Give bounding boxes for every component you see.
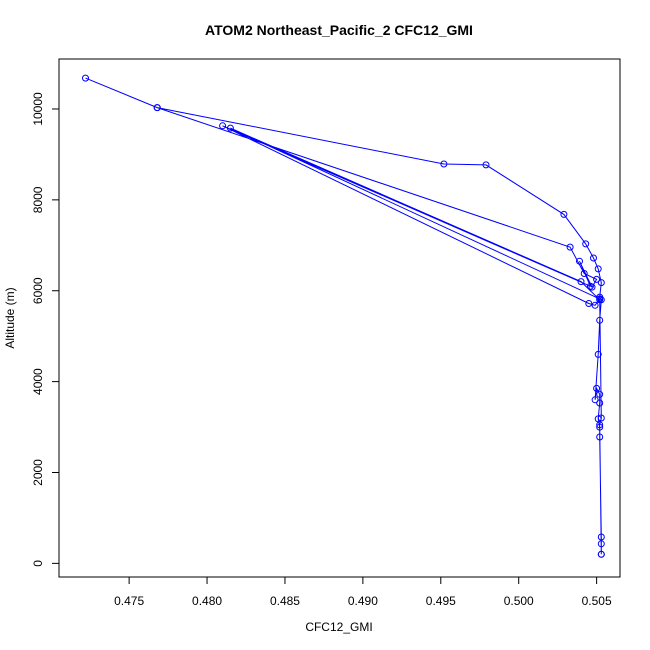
plot-frame bbox=[58, 58, 621, 578]
data-point bbox=[582, 240, 590, 248]
data-point bbox=[580, 270, 588, 277]
x-tick-label: 0.480 bbox=[192, 594, 222, 608]
data-point bbox=[596, 390, 604, 398]
data-point bbox=[586, 282, 594, 290]
data-point bbox=[226, 124, 234, 132]
y-axis-label: Altitude (m) bbox=[3, 287, 17, 348]
y-tick-label: 2000 bbox=[31, 459, 45, 486]
y-tick-label: 10000 bbox=[31, 92, 45, 126]
x-tick-label: 0.500 bbox=[504, 594, 534, 608]
x-tick-label: 0.490 bbox=[348, 594, 378, 608]
data-point bbox=[577, 278, 585, 286]
data-point bbox=[596, 433, 604, 441]
y-tick-label: 4000 bbox=[31, 368, 45, 395]
y-tick-label: 8000 bbox=[31, 186, 45, 213]
x-tick-label: 0.475 bbox=[114, 594, 144, 608]
data-point bbox=[590, 254, 597, 262]
data-point bbox=[596, 423, 604, 431]
series-line bbox=[85, 77, 602, 555]
data-point bbox=[597, 414, 605, 422]
x-axis: 0.475 0.480 0.485 0.490 0.495 0.500 0.505 bbox=[114, 576, 612, 608]
x-tick-label: 0.495 bbox=[426, 594, 456, 608]
data-point bbox=[596, 399, 604, 407]
data-point bbox=[585, 300, 593, 307]
data-point bbox=[482, 161, 490, 169]
chart-title: ATOM2 Northeast_Pacific_2 CFC12_GMI bbox=[205, 22, 473, 38]
data-point bbox=[596, 316, 604, 324]
x-axis-label: CFC12_GMI bbox=[305, 620, 372, 634]
data-point bbox=[576, 257, 583, 265]
data-point bbox=[596, 296, 604, 304]
y-axis: 0 2000 4000 6000 8000 10000 bbox=[31, 92, 60, 567]
series-layer bbox=[82, 74, 605, 558]
y-tick-label: 6000 bbox=[31, 277, 45, 304]
data-point bbox=[82, 74, 89, 82]
data-point bbox=[560, 210, 568, 218]
data-point bbox=[566, 243, 574, 251]
data-point bbox=[594, 265, 602, 273]
data-point bbox=[597, 540, 605, 548]
data-point bbox=[596, 421, 604, 429]
data-point bbox=[597, 550, 605, 558]
data-point bbox=[597, 279, 605, 287]
data-point bbox=[591, 301, 599, 309]
data-point bbox=[219, 122, 227, 130]
data-point bbox=[153, 104, 161, 112]
data-point bbox=[597, 533, 605, 541]
data-point bbox=[440, 160, 448, 168]
data-point bbox=[594, 350, 602, 358]
x-tick-label: 0.485 bbox=[270, 594, 300, 608]
data-point bbox=[593, 275, 601, 283]
data-point bbox=[593, 384, 601, 392]
x-tick-label: 0.505 bbox=[582, 594, 612, 608]
y-tick-label: 0 bbox=[31, 560, 45, 567]
data-point bbox=[591, 396, 599, 404]
